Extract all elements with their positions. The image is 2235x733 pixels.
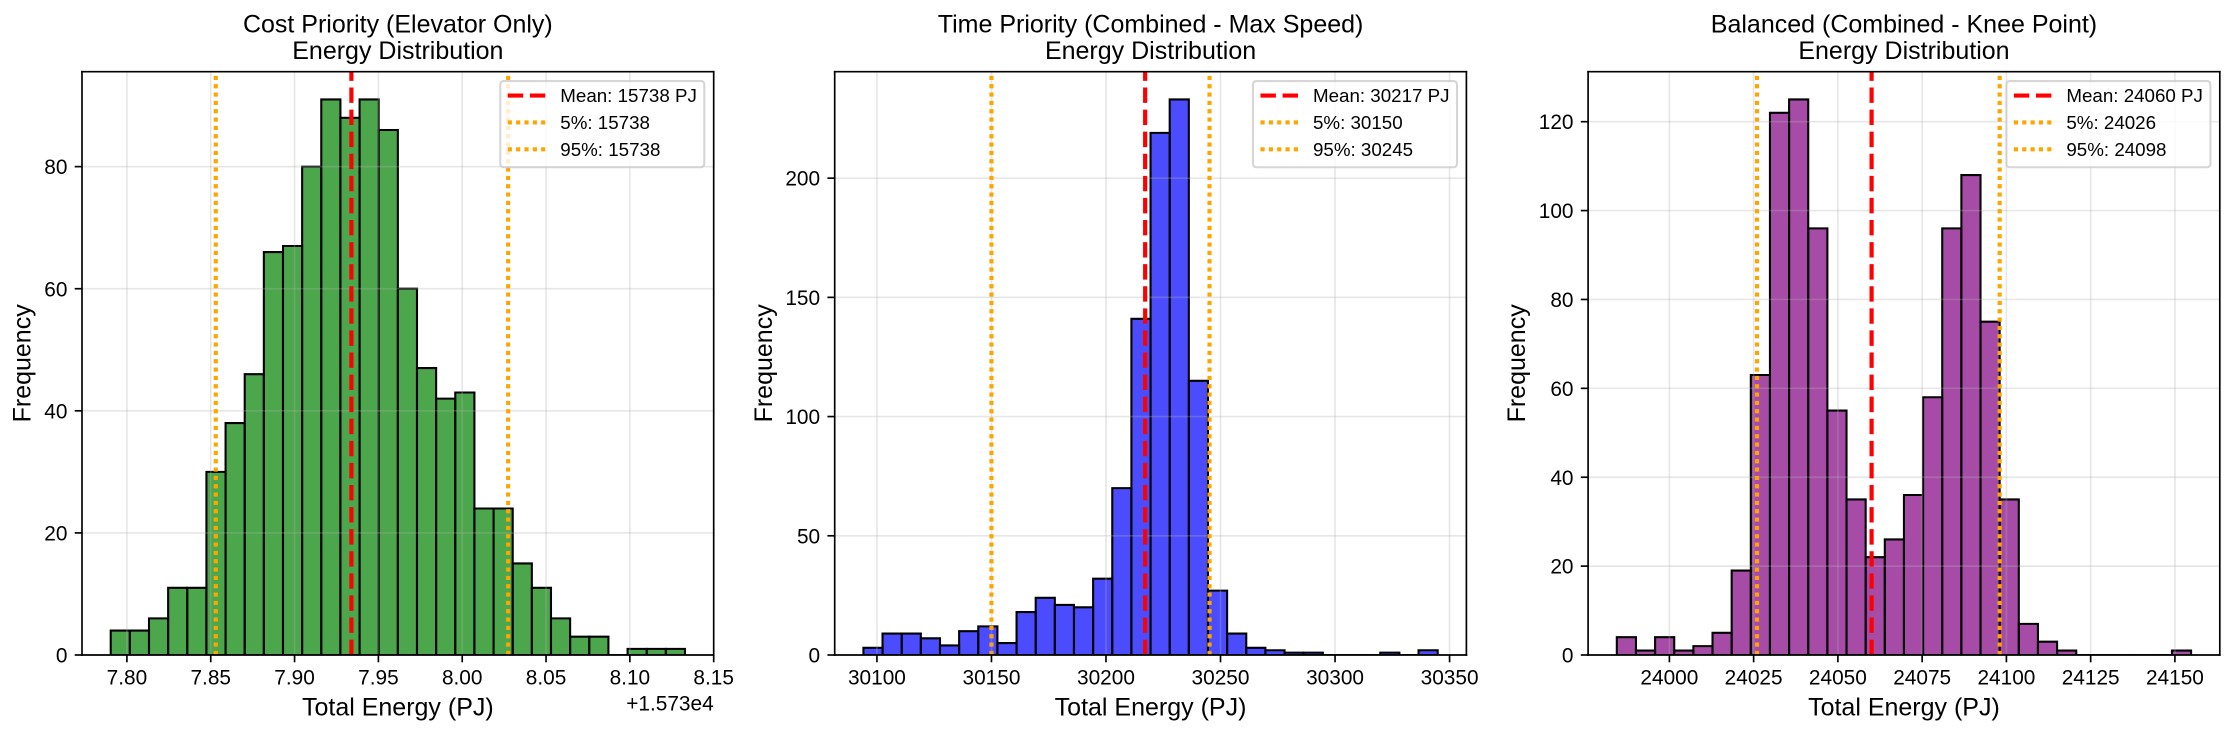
- svg-text:Total Energy (PJ): Total Energy (PJ): [1055, 693, 1247, 721]
- svg-text:80: 80: [1550, 289, 1573, 312]
- svg-text:30250: 30250: [1192, 667, 1250, 690]
- svg-text:30200: 30200: [1077, 667, 1135, 690]
- svg-text:Energy Distribution: Energy Distribution: [292, 37, 503, 65]
- svg-text:8.10: 8.10: [610, 667, 651, 690]
- svg-text:Balanced (Combined - Knee Poin: Balanced (Combined - Knee Point): [1711, 10, 2097, 38]
- svg-text:24025: 24025: [1725, 667, 1783, 690]
- svg-text:Time Priority (Combined - Max: Time Priority (Combined - Max Speed): [938, 10, 1364, 38]
- svg-text:24125: 24125: [2062, 667, 2120, 690]
- svg-text:24150: 24150: [2146, 667, 2204, 690]
- svg-text:24075: 24075: [1893, 667, 1951, 690]
- svg-text:7.85: 7.85: [190, 667, 231, 690]
- svg-text:120: 120: [1539, 111, 1574, 134]
- svg-text:95%: 15738: 95%: 15738: [560, 139, 660, 160]
- svg-text:5%: 30150: 5%: 30150: [1313, 112, 1403, 133]
- svg-text:100: 100: [785, 406, 820, 429]
- svg-text:100: 100: [1539, 200, 1574, 223]
- svg-text:20: 20: [1550, 556, 1573, 579]
- svg-text:Energy Distribution: Energy Distribution: [1798, 37, 2009, 65]
- svg-text:Mean: 24060 PJ: Mean: 24060 PJ: [2066, 85, 2203, 106]
- svg-text:Total Energy (PJ): Total Energy (PJ): [302, 693, 494, 721]
- svg-text:+1.573e4: +1.573e4: [626, 692, 713, 715]
- svg-text:7.95: 7.95: [358, 667, 399, 690]
- svg-text:30350: 30350: [1421, 667, 1479, 690]
- svg-text:Cost Priority (Elevator Only): Cost Priority (Elevator Only): [243, 10, 553, 38]
- svg-text:60: 60: [44, 278, 67, 301]
- svg-text:0: 0: [1562, 645, 1574, 668]
- svg-text:30100: 30100: [848, 667, 906, 690]
- svg-text:Energy Distribution: Energy Distribution: [1045, 37, 1256, 65]
- svg-text:7.80: 7.80: [107, 667, 148, 690]
- svg-text:20: 20: [44, 522, 67, 545]
- svg-text:24100: 24100: [1977, 667, 2035, 690]
- svg-text:80: 80: [44, 156, 67, 179]
- svg-text:0: 0: [809, 645, 821, 668]
- svg-text:0: 0: [56, 645, 68, 668]
- svg-text:24000: 24000: [1640, 667, 1698, 690]
- svg-text:24050: 24050: [1809, 667, 1867, 690]
- svg-text:30150: 30150: [962, 667, 1020, 690]
- svg-text:Frequency: Frequency: [750, 304, 778, 423]
- svg-text:Total Energy (PJ): Total Energy (PJ): [1808, 693, 2000, 721]
- svg-text:95%: 30245: 95%: 30245: [1313, 139, 1413, 160]
- svg-text:Frequency: Frequency: [9, 304, 37, 423]
- svg-text:50: 50: [797, 525, 820, 548]
- svg-text:30300: 30300: [1306, 667, 1364, 690]
- svg-text:150: 150: [785, 287, 820, 310]
- svg-text:Mean: 30217 PJ: Mean: 30217 PJ: [1313, 85, 1450, 106]
- svg-text:Frequency: Frequency: [1503, 304, 1531, 423]
- svg-text:8.15: 8.15: [693, 667, 734, 690]
- svg-text:200: 200: [785, 168, 820, 191]
- svg-text:40: 40: [1550, 467, 1573, 490]
- svg-text:8.05: 8.05: [526, 667, 567, 690]
- svg-text:95%: 24098: 95%: 24098: [2066, 139, 2166, 160]
- svg-text:5%: 24026: 5%: 24026: [2066, 112, 2156, 133]
- svg-text:8.00: 8.00: [442, 667, 483, 690]
- svg-text:40: 40: [44, 400, 67, 423]
- svg-text:7.90: 7.90: [274, 667, 315, 690]
- svg-text:Mean: 15738 PJ: Mean: 15738 PJ: [560, 85, 697, 106]
- svg-text:5%: 15738: 5%: 15738: [560, 112, 650, 133]
- svg-text:60: 60: [1550, 378, 1573, 401]
